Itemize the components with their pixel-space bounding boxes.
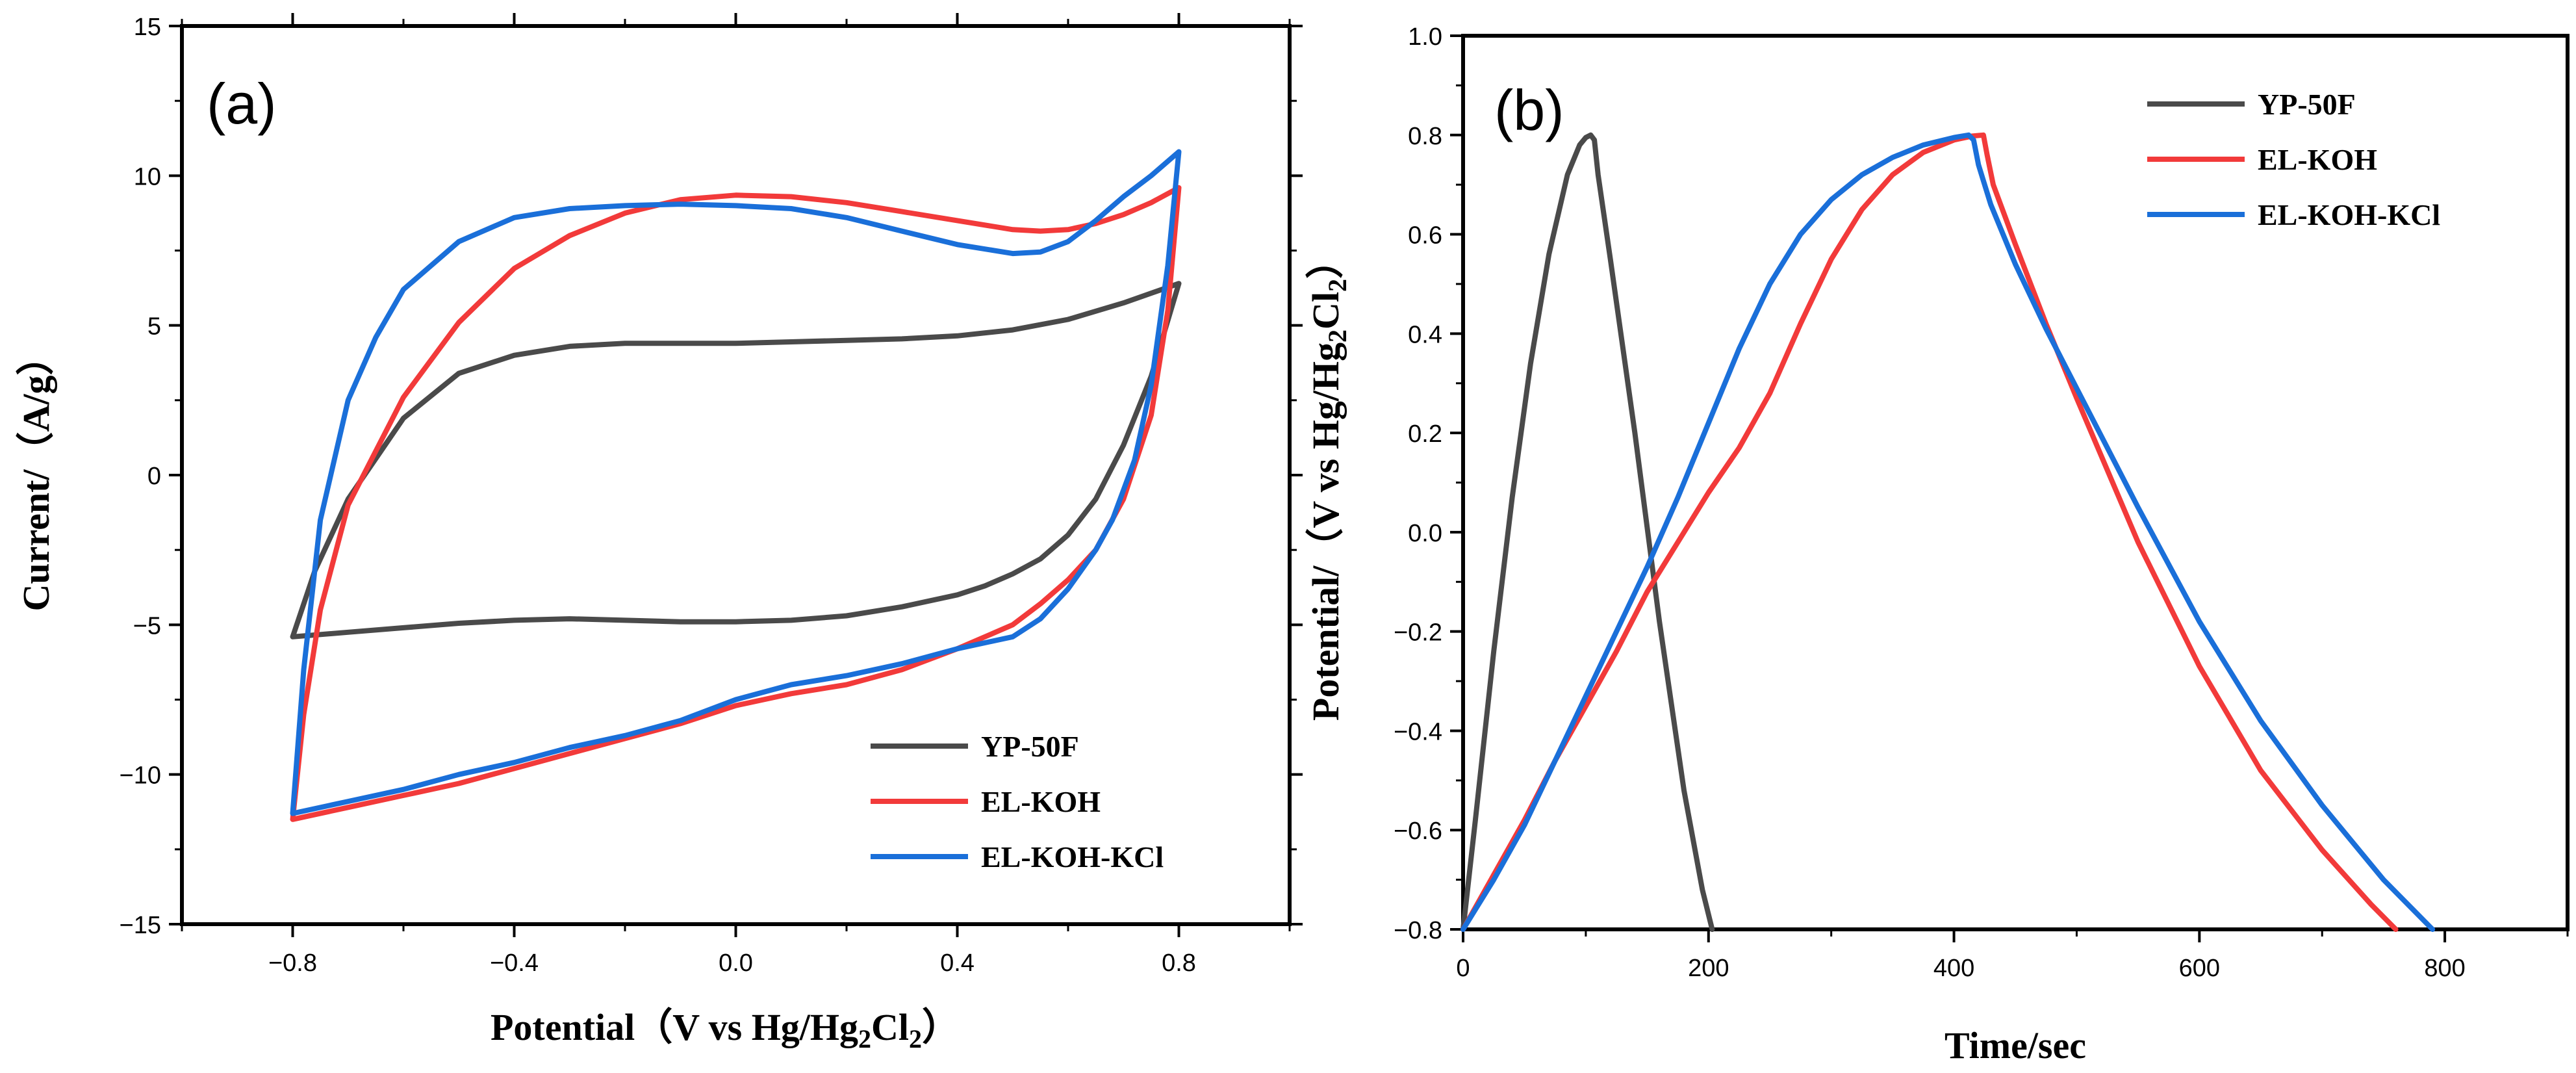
x-tick-label-a-1: −0.4 (490, 950, 539, 977)
y-tick-label-b-1: −0.6 (1394, 818, 1442, 845)
x-tick-label-a-3: 0.4 (940, 950, 975, 977)
legend-label-yp50f: YP-50F (981, 730, 1079, 763)
chart-b-ticks: 0 200 400 600 800 −0.8 −0.6 −0.4 −0.2 0.0 0.2 0.4 0.… (1394, 23, 2569, 982)
chart-b-panel-label: (b) (1494, 78, 1564, 142)
series-line-yp-50f (290, 281, 1182, 640)
x-tick-label-a-2: 0.0 (719, 950, 753, 977)
y-tick-label-b-9: 1.0 (1408, 23, 1442, 51)
y-tick-label-b-5: 0.2 (1408, 420, 1442, 448)
chart-a: −0.8 −0.4 0.0 0.4 0.8 −15 −10 −5 0 5 10 15 (a) Pote… (15, 13, 1303, 1054)
chart-a-y-axis-title: Current/（A/g） (15, 337, 57, 611)
chart-a-ticks: −0.8 −0.4 0.0 0.4 0.8 −15 −10 −5 0 5 10 15 (120, 13, 1303, 977)
y-tick-label-a-6: 15 (134, 14, 161, 41)
x-tick-label-b-3: 600 (2179, 955, 2220, 982)
y-tick-label-b-0: −0.8 (1394, 917, 1442, 944)
series-line-el-koh-kcl (290, 149, 1182, 816)
series-line-yp-50f (1460, 132, 1715, 932)
y-tick-label-a-2: −5 (133, 612, 161, 640)
legend-item-yp50f: YP-50F (871, 730, 1079, 763)
chart-a-plot-frame (180, 24, 1292, 926)
y-tick-label-a-5: 10 (134, 163, 161, 190)
legend-item-el-koh-kcl: EL-KOH-KCl (2147, 198, 2440, 231)
y-tick-label-a-3: 0 (147, 463, 161, 490)
x-tick-label-b-1: 200 (1688, 955, 1729, 982)
legend-label-yp50f: YP-50F (2258, 88, 2356, 121)
legend-label-el-koh: EL-KOH (2258, 143, 2377, 176)
chart-a-series (290, 149, 1182, 822)
x-tick-label-b-0: 0 (1456, 955, 1470, 982)
legend-label-el-koh-kcl: EL-KOH-KCl (981, 840, 1164, 873)
legend-item-el-koh: EL-KOH (2147, 143, 2377, 176)
legend-label-el-koh: EL-KOH (981, 785, 1101, 818)
y-tick-label-b-8: 0.8 (1408, 123, 1442, 150)
chart-b-plot-frame (1461, 34, 2570, 931)
legend-label-el-koh-kcl: EL-KOH-KCl (2258, 198, 2440, 231)
chart-b-series (1460, 132, 2436, 932)
x-tick-label-a-4: 0.8 (1162, 950, 1196, 977)
y-tick-label-a-0: −15 (120, 912, 161, 939)
y-tick-label-b-2: −0.4 (1394, 718, 1442, 745)
chart-a-legend: YP-50F EL-KOH EL-KOH-KCl (871, 730, 1164, 873)
chart-a-x-axis-title: Potential（V vs Hg/Hg2Cl2） (491, 1006, 960, 1054)
legend-item-yp50f: YP-50F (2147, 88, 2356, 121)
legend-item-el-koh-kcl: EL-KOH-KCl (871, 840, 1164, 873)
y-tick-label-b-4: 0.0 (1408, 520, 1442, 547)
series-line-el-koh (290, 185, 1182, 822)
x-tick-label-b-4: 800 (2424, 955, 2465, 982)
y-tick-label-a-1: −10 (120, 762, 161, 790)
y-tick-label-b-7: 0.6 (1408, 222, 1442, 250)
y-tick-label-b-3: −0.2 (1394, 619, 1442, 647)
x-tick-label-b-2: 400 (1933, 955, 1974, 982)
series-line-el-koh-kcl (1460, 132, 2436, 932)
chart-b-legend: YP-50F EL-KOH EL-KOH-KCl (2147, 88, 2440, 231)
y-tick-label-b-6: 0.4 (1408, 321, 1442, 348)
legend-item-el-koh: EL-KOH (871, 785, 1101, 818)
series-line-el-koh (1460, 132, 2399, 932)
chart-b-y-axis-title: Potential/（V vs Hg/Hg2Cl2） (1305, 241, 1352, 721)
chart-b: 0 200 400 600 800 −0.8 −0.6 −0.4 −0.2 0.0 0.2 0.4 0.… (1305, 23, 2570, 1067)
chart-a-panel-label: (a) (207, 71, 277, 136)
chart-b-x-axis-title: Time/sec (1945, 1024, 2086, 1067)
y-tick-label-a-4: 5 (147, 313, 161, 341)
x-tick-label-a-0: −0.8 (268, 950, 317, 977)
